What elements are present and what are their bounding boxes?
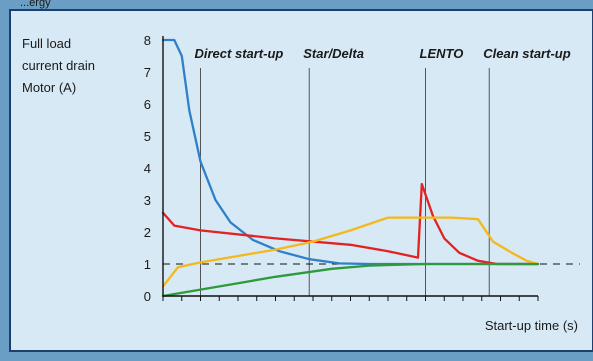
method-marker-label-1: Star/Delta [303,46,364,61]
method-marker-label-0: Direct start-up [195,46,284,61]
y-tick-label-3: 3 [144,193,151,208]
y-tick-label-8: 8 [144,33,151,48]
method-marker-label-2: LENTO [420,46,464,61]
y-tick-label-5: 5 [144,129,151,144]
y-axis-label-line-1: Full load [22,36,71,51]
header-fragment: ...ergy [20,0,51,9]
y-axis-label-line-3: Motor (A) [22,80,76,95]
method-marker-label-3: Clean start-up [483,46,570,61]
y-tick-label-4: 4 [144,161,151,176]
y-tick-label-1: 1 [144,257,151,272]
y-tick-label-6: 6 [144,97,151,112]
x-axis-label: Start-up time (s) [485,318,578,333]
y-tick-label-2: 2 [144,225,151,240]
y-tick-label-7: 7 [144,65,151,80]
y-tick-label-0: 0 [144,289,151,304]
y-axis-label-line-2: current drain [22,58,95,73]
